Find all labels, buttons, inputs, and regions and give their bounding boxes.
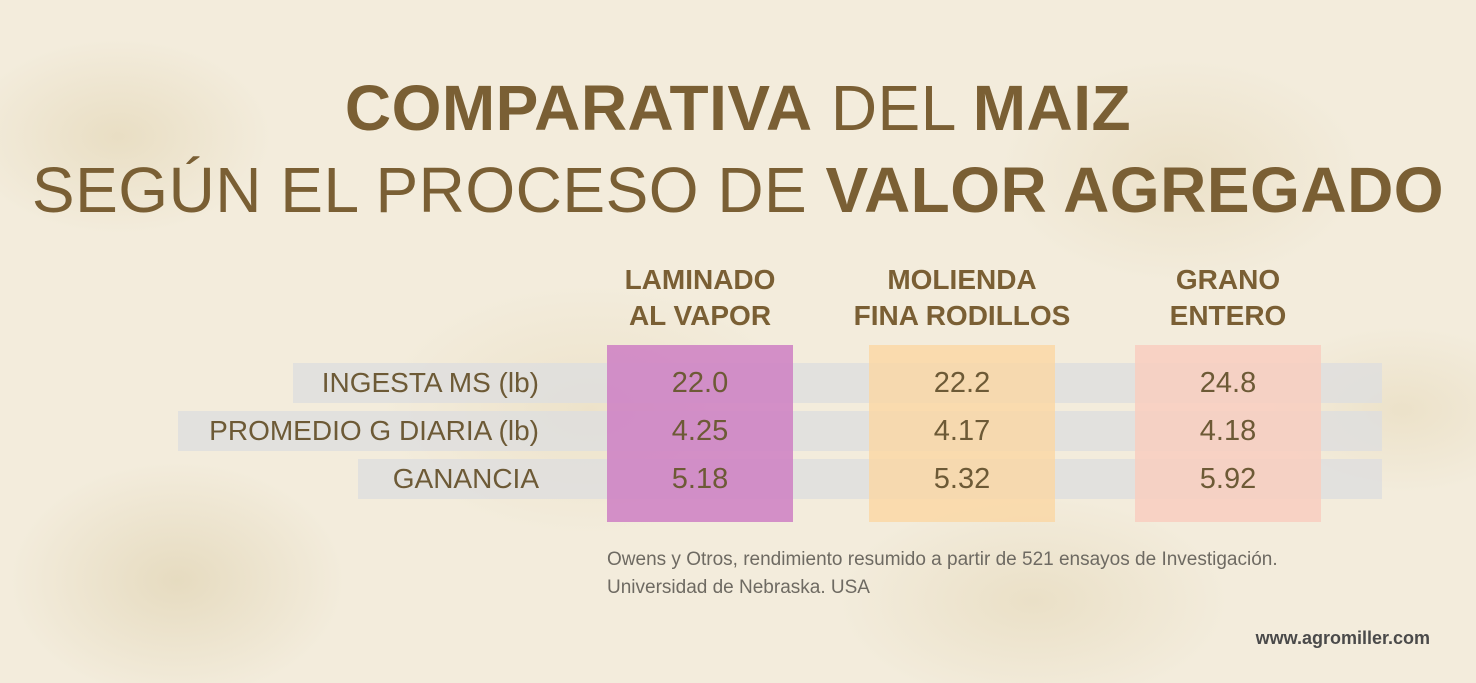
row-label-ingesta: INGESTA MS (lb) — [321, 367, 539, 398]
source-line: Owens y Otros, rendimiento resumido a pa… — [607, 549, 1278, 570]
column-box-grano — [1135, 345, 1321, 522]
website-link[interactable]: www.agromiller.com — [1255, 628, 1430, 648]
column-header-line: AL VAPOR — [628, 300, 772, 331]
table-cell: 4.18 — [1199, 415, 1257, 447]
row-label-ganancia: GANANCIA — [392, 463, 539, 494]
table-cell: 24.8 — [1199, 367, 1257, 399]
table-cell: 22.0 — [671, 367, 729, 399]
subtitle-segun: SEGÚN EL PROCESO DE — [31, 154, 808, 226]
page-subtitle: SEGÚN EL PROCESO DE VALOR AGREGADO — [0, 158, 1476, 222]
title-comparativa: COMPARATIVA — [344, 72, 813, 144]
column-header-line: ENTERO — [1169, 300, 1287, 331]
column-box-laminado — [607, 345, 793, 522]
title-maiz: MAIZ — [972, 72, 1132, 144]
page-title: COMPARATIVA DEL MAIZ — [0, 76, 1476, 140]
column-header-molienda: MOLIENDA FINA RODILLOS — [822, 262, 1102, 334]
table-cell: 5.18 — [671, 463, 729, 495]
title-del: DEL — [830, 72, 955, 144]
source-note: Owens y Otros, rendimiento resumido a pa… — [607, 546, 1278, 602]
column-header-laminado: LAMINADO AL VAPOR — [560, 262, 840, 334]
column-header-line: MOLIENDA — [887, 264, 1037, 295]
table-cell: 4.17 — [933, 415, 991, 447]
table-cell: 5.32 — [933, 463, 991, 495]
column-header-grano: GRANO ENTERO — [1088, 262, 1368, 334]
source-line: Universidad de Nebraska. USA — [607, 577, 870, 598]
column-box-molienda — [869, 345, 1055, 522]
table-cell: 22.2 — [933, 367, 991, 399]
subtitle-valor-agregado: VALOR AGREGADO — [825, 154, 1445, 226]
column-header-line: LAMINADO — [624, 264, 776, 295]
column-header-line: GRANO — [1175, 264, 1281, 295]
row-label-promedio: PROMEDIO G DIARIA (lb) — [209, 415, 539, 446]
column-header-line: FINA RODILLOS — [853, 300, 1071, 331]
table-cell: 4.25 — [671, 415, 729, 447]
table-cell: 5.92 — [1199, 463, 1257, 495]
